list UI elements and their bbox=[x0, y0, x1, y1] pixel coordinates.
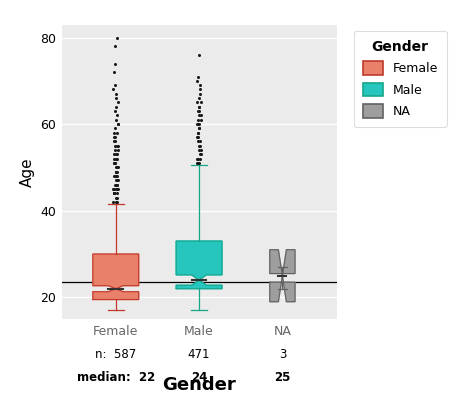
Text: 25: 25 bbox=[274, 371, 291, 384]
Legend: Female, Male, NA: Female, Male, NA bbox=[354, 31, 447, 127]
Polygon shape bbox=[176, 241, 222, 289]
Polygon shape bbox=[93, 254, 139, 299]
Text: 471: 471 bbox=[188, 348, 210, 362]
Y-axis label: Age: Age bbox=[19, 157, 35, 187]
Polygon shape bbox=[270, 250, 295, 302]
Text: 24: 24 bbox=[191, 371, 207, 384]
Text: 3: 3 bbox=[279, 348, 286, 362]
X-axis label: Gender: Gender bbox=[162, 376, 236, 394]
Text: median:  22: median: 22 bbox=[77, 371, 155, 384]
Text: n:  587: n: 587 bbox=[95, 348, 137, 362]
